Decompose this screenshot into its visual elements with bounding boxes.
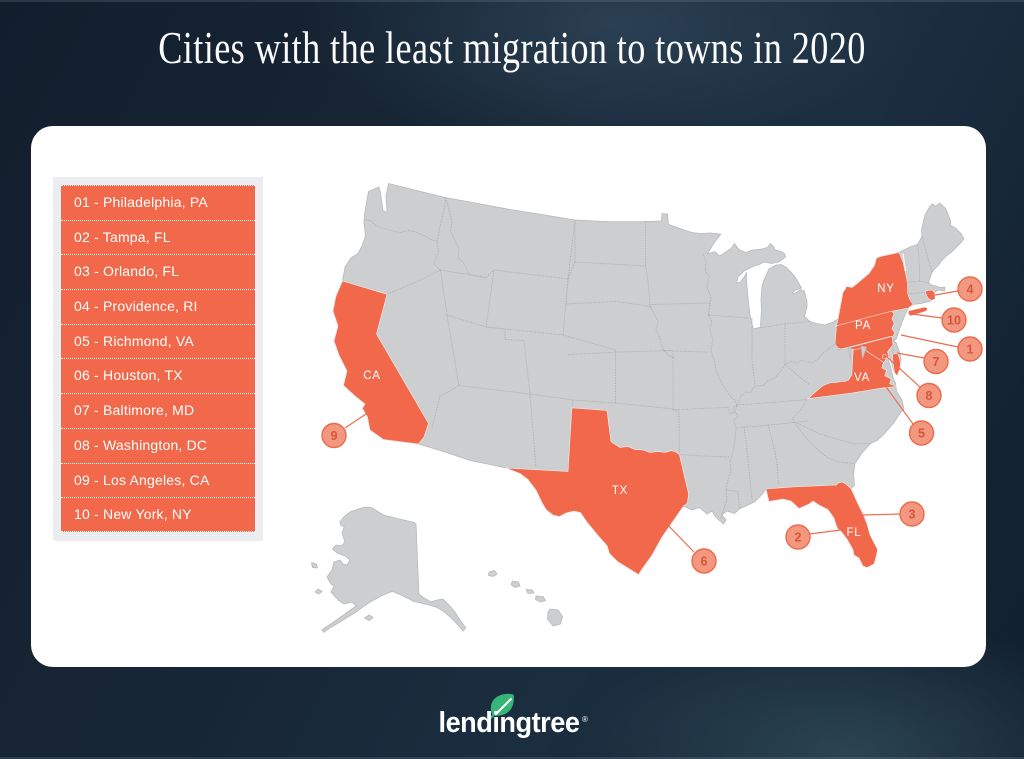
svg-text:PA: PA [855,320,871,332]
svg-text:NY: NY [877,283,895,295]
svg-text:®: ® [582,715,588,724]
svg-text:9: 9 [331,429,338,443]
svg-text:2: 2 [795,530,802,544]
svg-text:CA: CA [363,370,381,382]
svg-text:FL: FL [846,527,861,539]
svg-text:TX: TX [612,485,628,497]
svg-text:6: 6 [701,554,708,568]
svg-text:4: 4 [967,282,974,296]
svg-text:5: 5 [918,426,925,440]
svg-text:lendingtree: lendingtree [439,707,580,739]
svg-text:7: 7 [933,355,940,369]
svg-text:1: 1 [967,342,974,356]
svg-text:8: 8 [926,389,933,403]
svg-text:10: 10 [947,313,961,327]
svg-text:3: 3 [909,507,916,521]
svg-text:VA: VA [854,372,870,384]
